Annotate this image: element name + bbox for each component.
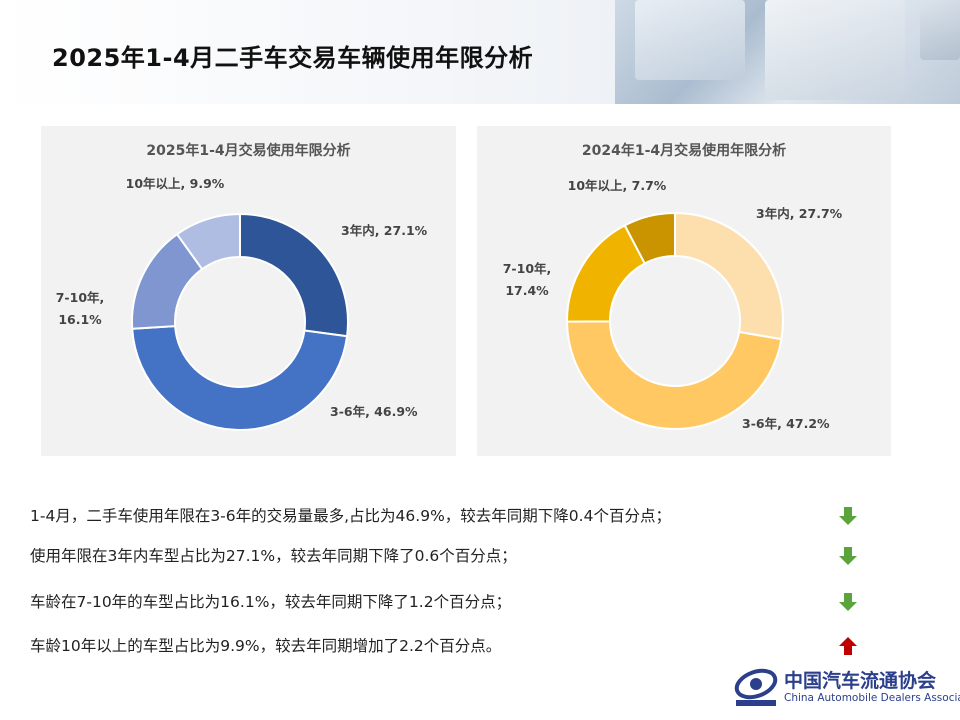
data-label: 10年以上, 7.7%: [568, 178, 667, 193]
chart-title-2024: 2024年1-4月交易使用年限分析: [581, 143, 787, 159]
arrow-up-icon: [839, 637, 857, 655]
note-item: 使用年限在3年内车型占比为27.1%，较去年同期下降了0.6个百分点；: [30, 540, 910, 570]
donut-slice-3年内: [239, 212, 349, 338]
data-label: 3-6年, 47.2%: [742, 416, 830, 431]
chart-title-2025: 2025年1-4月交易使用年限分析: [146, 143, 351, 159]
note-text: 车龄10年以上的车型占比为9.9%，较去年同期增加了2.2个百分点。: [30, 637, 502, 655]
arrow-down-icon: [839, 593, 857, 611]
page-title: 2025年1-4月二手车交易车辆使用年限分析: [52, 44, 534, 72]
data-label: 3-6年, 46.9%: [330, 404, 418, 419]
donut-chart-2024: 3年内, 27.7% 3-6年, 47.2% 7-10年, 17.4% 10年以上, 7…: [503, 178, 843, 431]
note-text: 车龄在7-10年的车型占比为16.1%，较去年同期下降了1.2个百分点；: [30, 593, 512, 611]
chart-panel-2025: 2025年1-4月交易使用年限分析 3年内, 27.1% 3-6年, 46.9% 7…: [41, 126, 456, 456]
donut-slice-3-6年: [131, 325, 349, 431]
donut-slice-3-6年: [565, 320, 783, 430]
arrow-down-icon: [839, 507, 857, 525]
data-label: 3年内, 27.1%: [341, 223, 428, 238]
note-item: 1-4月，二手车使用年限在3-6年的交易量最多,占比为46.9%，较去年同期下降…: [30, 500, 910, 530]
header-banner: 2025年1-4月二手车交易车辆使用年限分析: [0, 0, 960, 104]
donut-slice-10年以上: [175, 212, 241, 271]
donut-slice-10年以上: [623, 211, 676, 265]
note-item: 车龄10年以上的车型占比为9.9%，较去年同期增加了2.2个百分点。: [30, 630, 910, 660]
data-label: 10年以上, 9.9%: [126, 176, 225, 191]
chart-panel-2024: 2024年1-4月交易使用年限分析 3年内, 27.7% 3-6年, 47.2% 7…: [477, 126, 891, 456]
donut-chart-2025: 3年内, 27.1% 3-6年, 46.9% 7-10年, 16.1% 10年以上, 9…: [56, 176, 428, 431]
donut-slice-3年内: [674, 211, 784, 341]
note-text: 使用年限在3年内车型占比为27.1%，较去年同期下降了0.6个百分点；: [30, 547, 517, 565]
arrow-down-icon: [839, 547, 857, 565]
data-label: 7-10年, 16.1%: [56, 290, 105, 327]
cada-logo-icon: [734, 668, 778, 706]
logo-chinese-name: 中国汽车流通协会: [784, 670, 937, 692]
header-decoration: [615, 0, 960, 104]
note-text: 1-4月，二手车使用年限在3-6年的交易量最多,占比为46.9%，较去年同期下降…: [30, 507, 671, 525]
note-item: 车龄在7-10年的车型占比为16.1%，较去年同期下降了1.2个百分点；: [30, 586, 910, 616]
data-label: 7-10年, 17.4%: [503, 261, 552, 298]
data-label: 3年内, 27.7%: [756, 206, 843, 221]
logo-english-name: China Automobile Dealers Association: [784, 692, 960, 704]
association-logo: 中国汽车流通协会 China Automobile Dealers Associ…: [732, 662, 960, 712]
